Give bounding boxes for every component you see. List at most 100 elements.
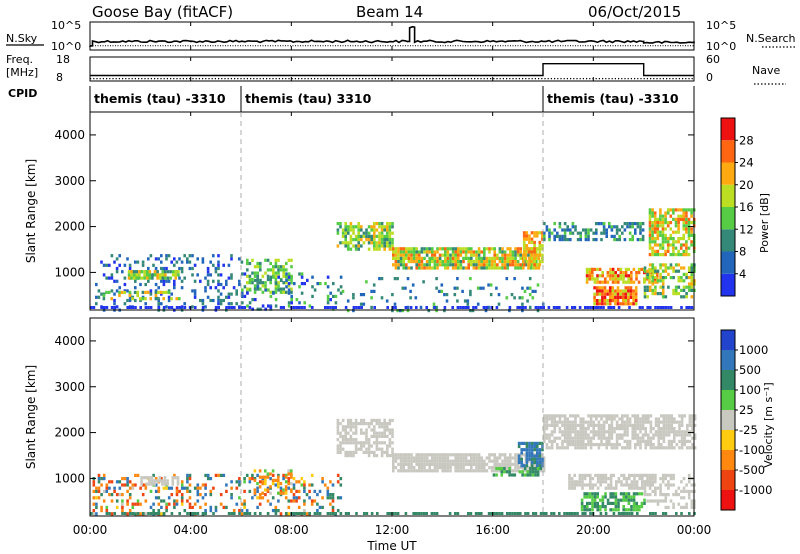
range-cell xyxy=(542,306,545,309)
range-cell xyxy=(357,238,360,242)
range-cell xyxy=(412,250,416,254)
range-cell xyxy=(657,417,660,421)
range-cell xyxy=(259,512,262,515)
range-cell xyxy=(136,499,140,503)
range-cell xyxy=(264,469,267,473)
range-cell xyxy=(662,512,665,515)
n-tick-left-top: 10^5 xyxy=(51,19,81,32)
range-cell xyxy=(532,512,535,515)
range-cell xyxy=(648,221,652,225)
range-cell xyxy=(640,501,644,505)
range-cell xyxy=(173,282,176,287)
range-cell xyxy=(441,459,444,463)
range-cell xyxy=(672,243,675,247)
range-cell xyxy=(619,302,622,306)
range-cell xyxy=(660,414,663,418)
power-y-tick: 1000 xyxy=(54,265,85,279)
range-cell xyxy=(336,444,340,448)
range-cell xyxy=(674,217,678,221)
range-cell xyxy=(457,459,460,463)
range-cell xyxy=(548,439,551,443)
range-cell xyxy=(287,288,291,292)
range-cell xyxy=(399,247,403,251)
range-cell xyxy=(135,270,139,274)
range-cell xyxy=(476,302,480,306)
range-cell xyxy=(573,473,576,477)
range-cell xyxy=(534,473,537,477)
velocity-colorbar-tick: -1000 xyxy=(739,483,772,497)
power-colorbar-tick: 8 xyxy=(739,245,746,259)
range-cell xyxy=(274,505,278,509)
range-cell xyxy=(535,250,538,254)
range-cell xyxy=(589,306,592,309)
range-cell xyxy=(410,453,413,457)
range-cell xyxy=(616,299,620,303)
range-cell xyxy=(248,288,252,292)
range-cell xyxy=(653,280,656,284)
range-cell xyxy=(677,224,680,228)
range-cell xyxy=(573,306,577,309)
range-cell xyxy=(523,448,526,452)
range-cell xyxy=(677,263,681,267)
range-cell xyxy=(196,486,200,490)
power-colorbar-tick: 16 xyxy=(739,200,754,214)
range-cell xyxy=(623,414,627,418)
range-cell xyxy=(543,430,546,434)
range-cell xyxy=(644,446,647,450)
range-cell xyxy=(520,460,523,465)
range-cell xyxy=(619,271,623,275)
range-cell xyxy=(388,428,392,432)
range-cell xyxy=(682,233,686,237)
range-cell xyxy=(587,423,590,427)
range-cell xyxy=(178,306,181,309)
range-cell xyxy=(380,447,384,451)
range-cell xyxy=(436,453,439,457)
range-cell xyxy=(656,502,660,506)
range-cell xyxy=(659,214,662,218)
range-cell xyxy=(456,286,459,290)
range-cell xyxy=(443,306,447,309)
range-cell xyxy=(636,512,639,515)
range-cell xyxy=(628,417,632,421)
range-cell xyxy=(118,486,122,490)
range-cell xyxy=(561,430,564,434)
range-cell xyxy=(550,417,554,421)
range-cell xyxy=(672,269,675,273)
range-cell xyxy=(113,486,116,490)
range-cell xyxy=(558,417,562,421)
range-cell xyxy=(664,295,668,299)
range-cell xyxy=(688,439,692,443)
range-cell xyxy=(284,480,288,484)
range-cell xyxy=(380,241,384,245)
range-cell xyxy=(375,444,379,448)
range-cell xyxy=(251,473,254,477)
range-cell xyxy=(651,253,654,257)
range-cell xyxy=(160,254,163,258)
range-cell xyxy=(501,253,504,257)
range-cell xyxy=(592,420,595,424)
range-cell xyxy=(365,431,368,435)
range-cell xyxy=(264,493,267,497)
range-cell xyxy=(604,280,607,284)
power-colorbar-swatch xyxy=(721,162,735,185)
range-cell xyxy=(487,283,490,287)
range-cell xyxy=(467,247,470,251)
range-cell xyxy=(412,459,416,463)
range-cell xyxy=(394,247,398,251)
range-cell xyxy=(651,292,655,296)
range-cell xyxy=(665,423,668,427)
range-cell xyxy=(446,266,450,270)
range-cell xyxy=(628,225,632,229)
freq-tick-bottom: 8 xyxy=(56,71,63,84)
range-cell xyxy=(631,436,634,440)
range-cell xyxy=(373,434,376,438)
range-cell xyxy=(608,302,612,306)
range-cell xyxy=(139,502,142,506)
range-cell xyxy=(505,296,509,300)
range-cell xyxy=(574,439,577,443)
range-cell xyxy=(530,240,534,244)
range-cell xyxy=(623,439,627,443)
range-cell xyxy=(680,496,683,500)
range-cell xyxy=(399,469,403,473)
range-cell xyxy=(535,247,539,251)
